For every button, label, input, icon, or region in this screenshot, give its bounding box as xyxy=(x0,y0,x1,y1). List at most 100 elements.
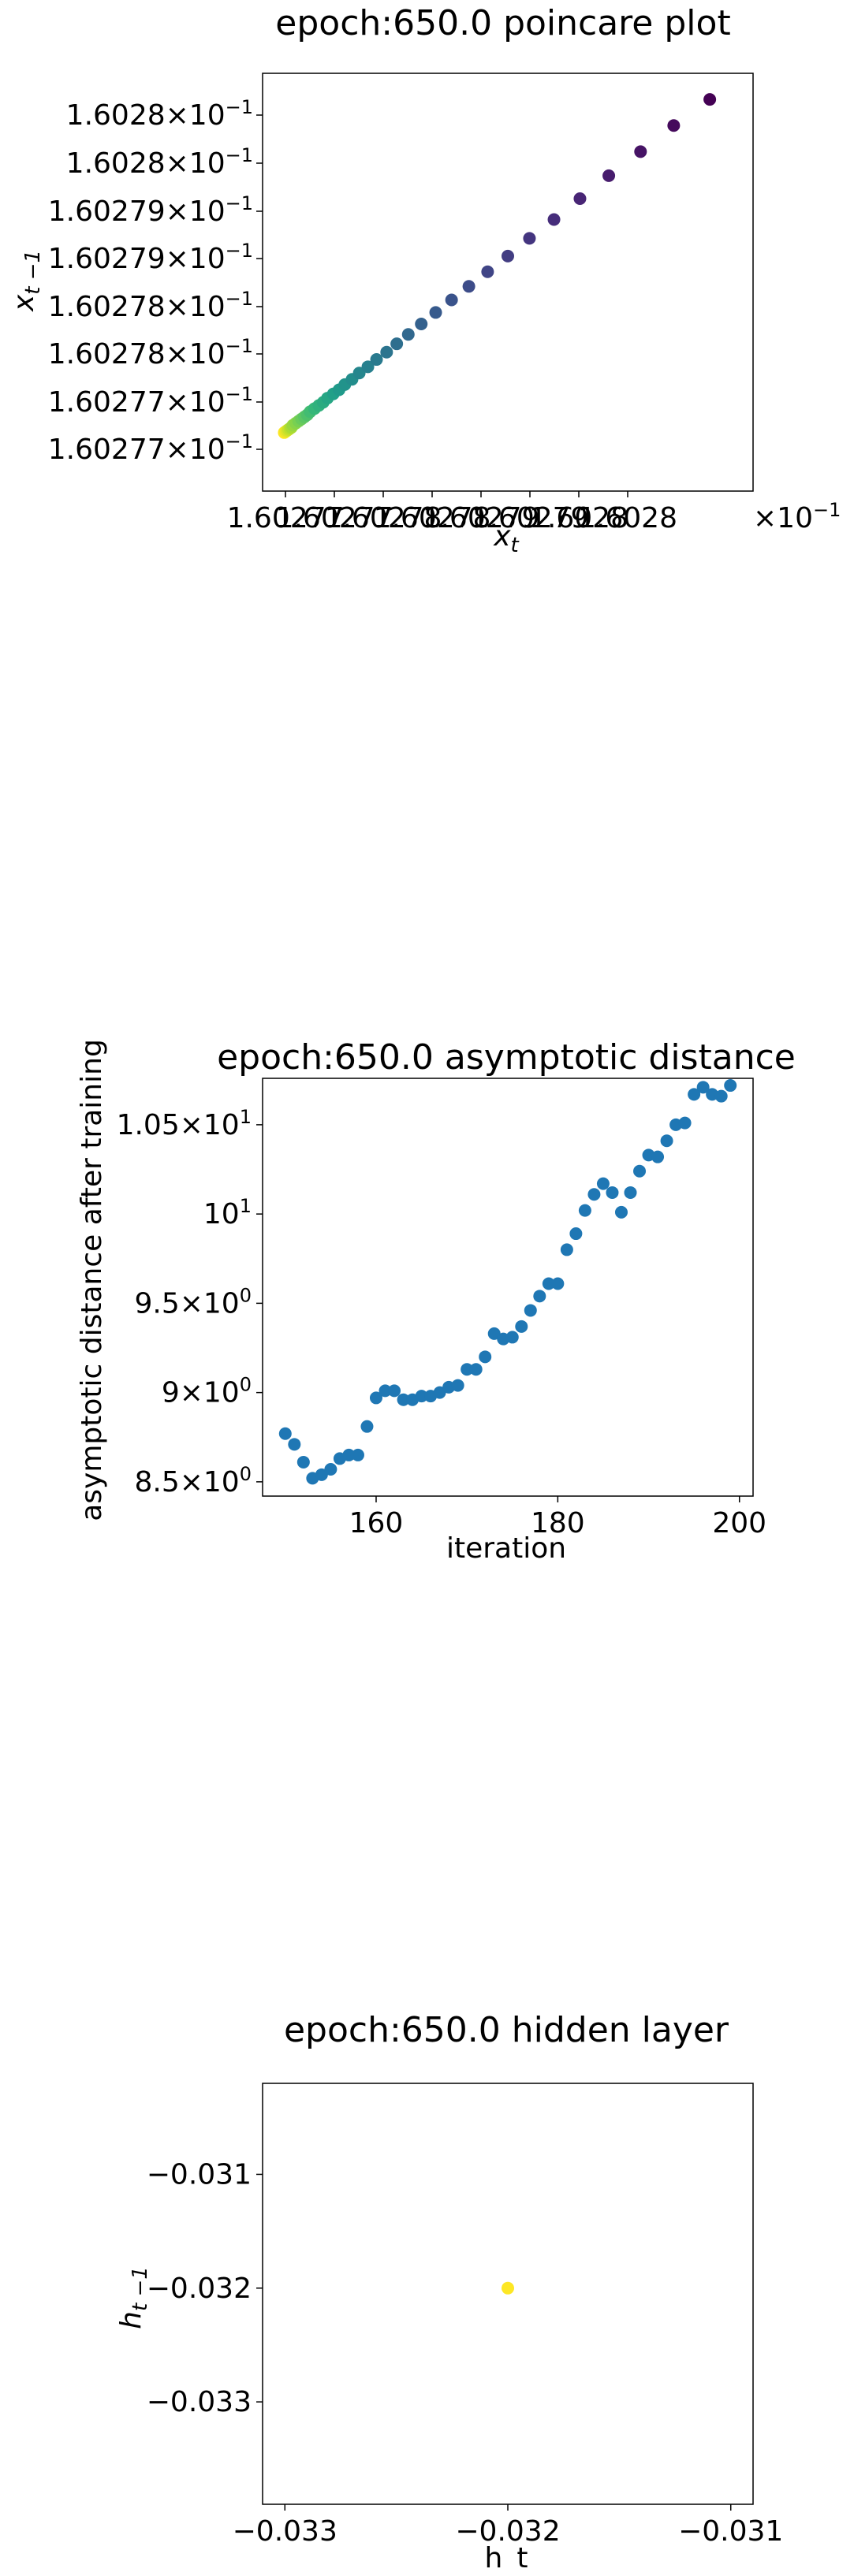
tick-label: −0.032 xyxy=(455,2515,560,2548)
poincare-plot-chart: epoch:650.0 poincare plot 1.60277×10−11.… xyxy=(8,3,841,557)
data-point xyxy=(596,1177,610,1190)
y-axis-label: xt −1 xyxy=(8,250,45,312)
x-offset-label: ×10−1 xyxy=(753,499,841,534)
x-tick-labels: 1.602771.602771.602781.602781.602791.602… xyxy=(227,491,841,534)
data-point xyxy=(388,1384,401,1398)
data-point xyxy=(324,1463,337,1476)
tick-label: 1.60279×10−1 xyxy=(48,240,253,275)
y-tick-labels: 1.60277×10−1 1.60277×10−1 1.60278×10−1 1.60… xyxy=(48,96,263,466)
x-axis-label: iteration xyxy=(446,1532,566,1561)
asymptotic-distance-chart: epoch:650.0 asymptotic distance 8.5×100 9… xyxy=(76,1037,796,1561)
svg-text:ht −1: ht −1 xyxy=(115,2266,152,2329)
tick-label: 1.60279 xyxy=(423,502,540,534)
tick-label: 160 xyxy=(349,1507,404,1539)
data-point xyxy=(703,93,717,106)
data-point xyxy=(379,1384,392,1398)
tick-label: 1.05×101 xyxy=(117,1106,252,1141)
data-point xyxy=(569,1227,583,1241)
tick-label: 8.5×100 xyxy=(134,1463,252,1498)
data-point xyxy=(651,1150,665,1163)
data-point xyxy=(560,1243,573,1256)
y-tick-labels: −0.031 −0.032 −0.033 xyxy=(147,2158,263,2418)
data-point xyxy=(369,1391,382,1405)
hidden-layer-chart: epoch:650.0 hidden layer −0.031−0.032−0.… xyxy=(115,2010,783,2570)
data-point xyxy=(433,1386,446,1399)
tick-label: 200 xyxy=(712,1507,766,1539)
data-point xyxy=(667,119,681,132)
data-point xyxy=(342,1448,356,1461)
data-point xyxy=(397,1393,410,1406)
y-axis-label: asymptotic distance after training xyxy=(76,1039,108,1521)
data-point xyxy=(533,1290,546,1303)
tick-label: 1.60279 xyxy=(472,502,589,534)
tick-label: 1.60279×10−1 xyxy=(48,192,253,228)
data-point xyxy=(714,1089,728,1103)
data-point xyxy=(401,328,415,341)
plot-frame xyxy=(262,73,754,492)
data-point xyxy=(524,1304,537,1317)
tick-label: −0.032 xyxy=(147,2273,252,2305)
data-point xyxy=(296,1455,310,1469)
tick-label: −0.033 xyxy=(147,2386,252,2418)
tick-label: 1.60277 xyxy=(227,502,345,534)
tick-label: 101 xyxy=(203,1195,252,1230)
chart-title: epoch:650.0 asymptotic distance xyxy=(217,1037,796,1078)
tick-label: 1.60277 xyxy=(276,502,393,534)
data-point xyxy=(278,1427,292,1440)
tick-label: 1.60278 xyxy=(374,502,491,534)
tick-label: −0.031 xyxy=(147,2158,252,2191)
data-point xyxy=(505,1331,519,1344)
data-point xyxy=(573,192,587,205)
x-axis-label: h_t xyxy=(485,2542,528,2570)
data-point xyxy=(481,265,494,278)
tick-label: 180 xyxy=(531,1507,585,1539)
data-point xyxy=(429,306,442,319)
data-point xyxy=(606,1186,619,1199)
x-tick-labels: −0.033 −0.032 −0.031 xyxy=(233,2504,783,2548)
data-point xyxy=(315,1468,328,1481)
tick-label: −0.031 xyxy=(678,2515,783,2548)
data-point xyxy=(502,2281,514,2295)
data-point xyxy=(587,1188,601,1201)
plot-points xyxy=(278,1079,737,1485)
tick-label: 1.60277×10−1 xyxy=(48,430,253,466)
data-point xyxy=(515,1320,528,1333)
data-point xyxy=(678,1116,692,1130)
plot-points xyxy=(278,93,717,439)
data-point xyxy=(624,1186,637,1199)
data-point xyxy=(469,1363,483,1376)
data-point xyxy=(288,1438,301,1451)
data-point xyxy=(724,1079,737,1093)
data-point xyxy=(634,145,647,158)
data-point xyxy=(633,1164,647,1178)
data-point xyxy=(380,345,393,359)
tick-label: 1.6028×10−1 xyxy=(66,144,253,180)
chart-title: epoch:650.0 hidden layer xyxy=(284,2010,729,2050)
data-point xyxy=(578,1204,591,1217)
data-point xyxy=(602,169,616,182)
data-point xyxy=(360,1420,374,1433)
y-tick-labels: 8.5×100 9×100 9.5×100 101 1.05×101 xyxy=(117,1106,263,1498)
tick-label: −0.033 xyxy=(233,2515,337,2548)
chart-title: epoch:650.0 poincare plot xyxy=(275,3,730,43)
y-axis-label: ht −1 xyxy=(115,2266,152,2329)
svg-text:xt −1: xt −1 xyxy=(8,250,45,312)
plot-points xyxy=(502,2281,514,2295)
tick-label: 1.60277×10−1 xyxy=(48,383,253,419)
data-point xyxy=(551,1277,565,1290)
data-point xyxy=(696,1081,710,1094)
data-point xyxy=(614,1205,628,1219)
data-point xyxy=(462,280,475,293)
tick-label: 1.60278 xyxy=(325,502,442,534)
data-point xyxy=(547,213,561,226)
tick-label: 9.5×100 xyxy=(134,1284,252,1320)
data-point xyxy=(415,1390,428,1403)
tick-label: 1.6028×10−1 xyxy=(66,96,253,132)
data-point xyxy=(352,367,366,380)
data-point xyxy=(351,1448,364,1461)
data-point xyxy=(445,293,458,307)
data-point xyxy=(523,232,536,245)
tick-label: 1.6028 xyxy=(529,502,628,534)
tick-label: 1.60278×10−1 xyxy=(48,335,253,370)
data-point xyxy=(542,1277,555,1290)
